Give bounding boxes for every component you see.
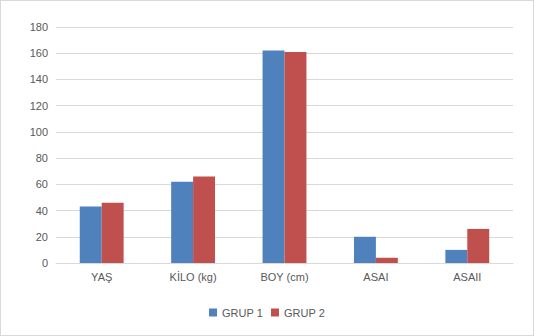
svg-text:120: 120 [30,100,48,112]
svg-text:0: 0 [42,257,48,269]
svg-text:GRUP 1: GRUP 1 [222,307,263,319]
svg-text:40: 40 [36,205,48,217]
svg-text:BOY (cm): BOY (cm) [260,271,308,283]
svg-text:GRUP 2: GRUP 2 [284,307,325,319]
svg-text:60: 60 [36,178,48,190]
svg-text:180: 180 [30,21,48,33]
svg-text:80: 80 [36,152,48,164]
svg-text:100: 100 [30,126,48,138]
svg-text:YAŞ: YAŞ [91,271,112,283]
svg-text:140: 140 [30,73,48,85]
svg-text:160: 160 [30,47,48,59]
svg-text:KİLO (kg): KİLO (kg) [170,271,217,283]
svg-text:ASAII: ASAII [453,271,481,283]
svg-text:20: 20 [36,231,48,243]
svg-text:ASAI: ASAI [363,271,388,283]
